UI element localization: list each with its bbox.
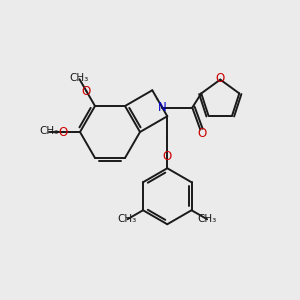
Text: CH₃: CH₃ xyxy=(197,214,217,224)
Text: CH₃: CH₃ xyxy=(70,73,89,83)
Text: O: O xyxy=(82,85,91,98)
Text: O: O xyxy=(216,72,225,85)
Text: CH₃: CH₃ xyxy=(118,214,137,224)
Text: CH₃: CH₃ xyxy=(39,126,58,136)
Text: N: N xyxy=(158,101,167,114)
Text: O: O xyxy=(198,127,207,140)
Text: O: O xyxy=(163,150,172,163)
Text: O: O xyxy=(58,125,68,139)
